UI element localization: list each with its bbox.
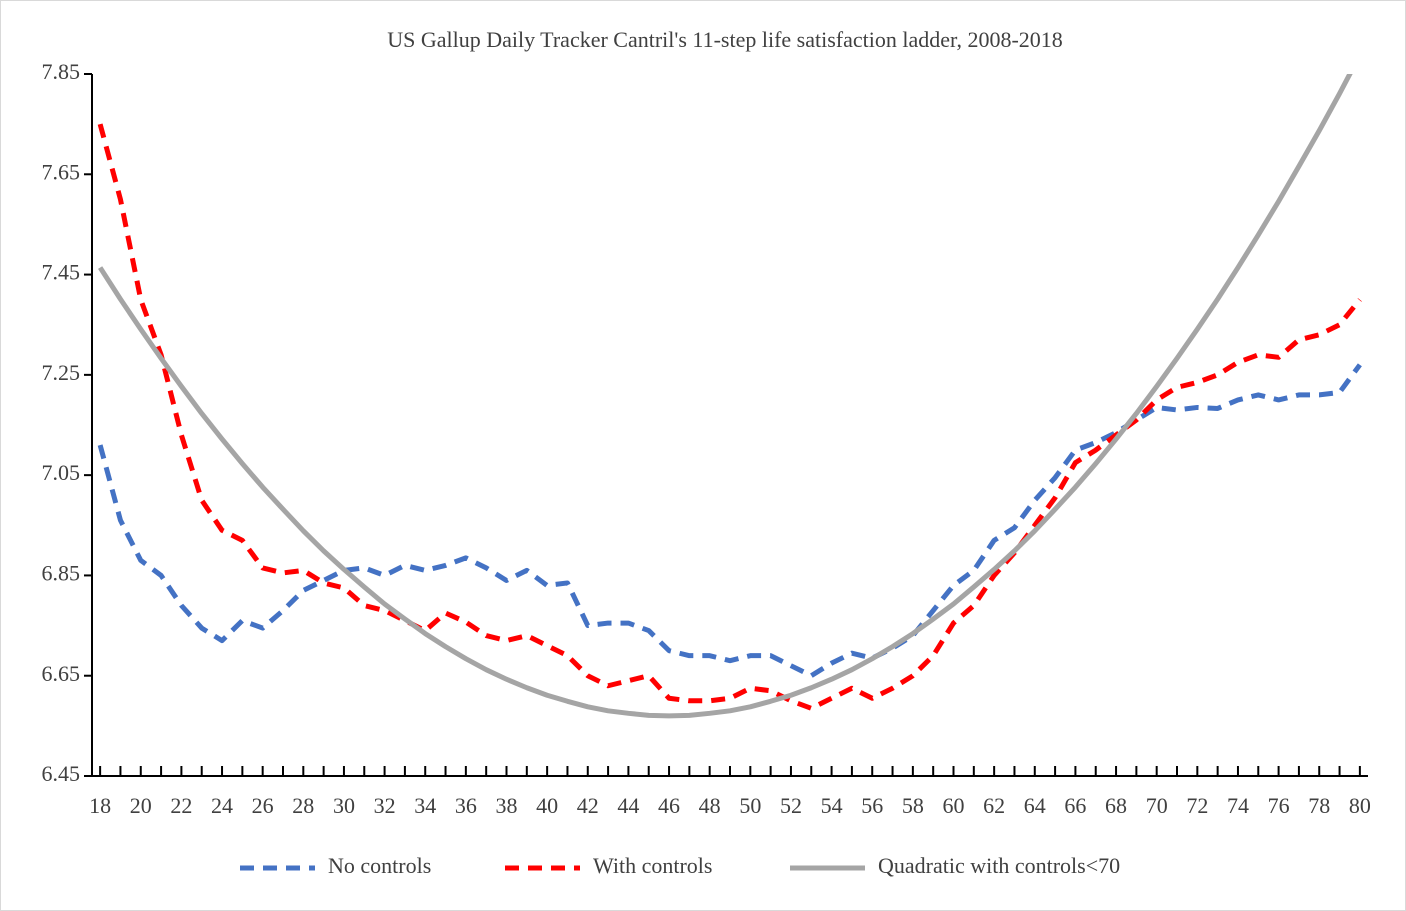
x-tick-label: 50 <box>739 793 761 818</box>
x-tick-label: 74 <box>1227 793 1249 818</box>
x-tick-label: 24 <box>211 793 233 818</box>
x-tick-label: 58 <box>902 793 924 818</box>
x-tick-label: 76 <box>1268 793 1290 818</box>
x-tick-label: 18 <box>89 793 111 818</box>
x-tick-label: 64 <box>1024 793 1046 818</box>
series-line <box>98 74 1353 719</box>
y-tick-label: 6.85 <box>42 560 81 585</box>
x-tick-label: 52 <box>780 793 802 818</box>
x-tick-label: 38 <box>495 793 517 818</box>
x-tick-label: 60 <box>943 793 965 818</box>
plot-area <box>97 74 1362 719</box>
x-tick-label: 36 <box>455 793 477 818</box>
chart-title: US Gallup Daily Tracker Cantril's 11-ste… <box>387 27 1063 52</box>
legend-label: No controls <box>328 853 431 878</box>
x-tick-label: 54 <box>821 793 843 818</box>
y-tick-label: 7.65 <box>42 159 81 184</box>
y-tick-label: 7.25 <box>42 360 81 385</box>
x-tick-label: 28 <box>292 793 314 818</box>
x-tick-label: 48 <box>699 793 721 818</box>
series-line <box>97 123 1362 711</box>
x-tick-label: 62 <box>983 793 1005 818</box>
x-tick-label: 34 <box>414 793 436 818</box>
x-tick-label: 30 <box>333 793 355 818</box>
x-tick-label: 42 <box>577 793 599 818</box>
x-tick-label: 20 <box>130 793 152 818</box>
x-tick-label: 44 <box>617 793 639 818</box>
x-tick-label: 80 <box>1349 793 1371 818</box>
x-tick-label: 78 <box>1308 793 1330 818</box>
x-tick-label: 68 <box>1105 793 1127 818</box>
x-tick-label: 70 <box>1146 793 1168 818</box>
x-tick-label: 22 <box>170 793 192 818</box>
series-line <box>97 363 1362 679</box>
x-tick-label: 46 <box>658 793 680 818</box>
y-tick-label: 6.45 <box>42 761 81 786</box>
x-tick-label: 40 <box>536 793 558 818</box>
legend-label: With controls <box>593 853 713 878</box>
x-tick-label: 26 <box>252 793 274 818</box>
y-tick-label: 6.65 <box>42 661 81 686</box>
y-tick-label: 7.05 <box>42 460 81 485</box>
x-tick-label: 32 <box>374 793 396 818</box>
y-tick-label: 7.45 <box>42 260 81 285</box>
x-tick-label: 56 <box>861 793 883 818</box>
y-tick-label: 7.85 <box>42 59 81 84</box>
x-tick-label: 66 <box>1064 793 1086 818</box>
legend-label: Quadratic with controls<70 <box>878 853 1120 878</box>
x-tick-label: 72 <box>1186 793 1208 818</box>
